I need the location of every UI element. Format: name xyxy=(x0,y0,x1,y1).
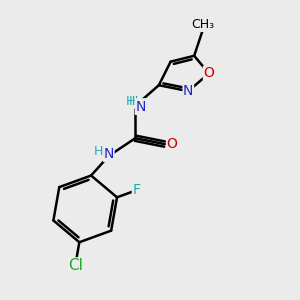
Text: N: N xyxy=(135,100,146,114)
Text: H: H xyxy=(94,145,103,158)
Text: N: N xyxy=(183,84,194,98)
Text: O: O xyxy=(203,66,214,80)
Text: N: N xyxy=(103,147,114,161)
Text: N: N xyxy=(136,99,146,113)
Text: O: O xyxy=(167,137,178,151)
Text: CH₃: CH₃ xyxy=(191,18,214,32)
Text: F: F xyxy=(132,183,140,197)
Text: H: H xyxy=(126,95,136,108)
Text: H: H xyxy=(129,95,139,108)
Text: Cl: Cl xyxy=(68,258,83,273)
